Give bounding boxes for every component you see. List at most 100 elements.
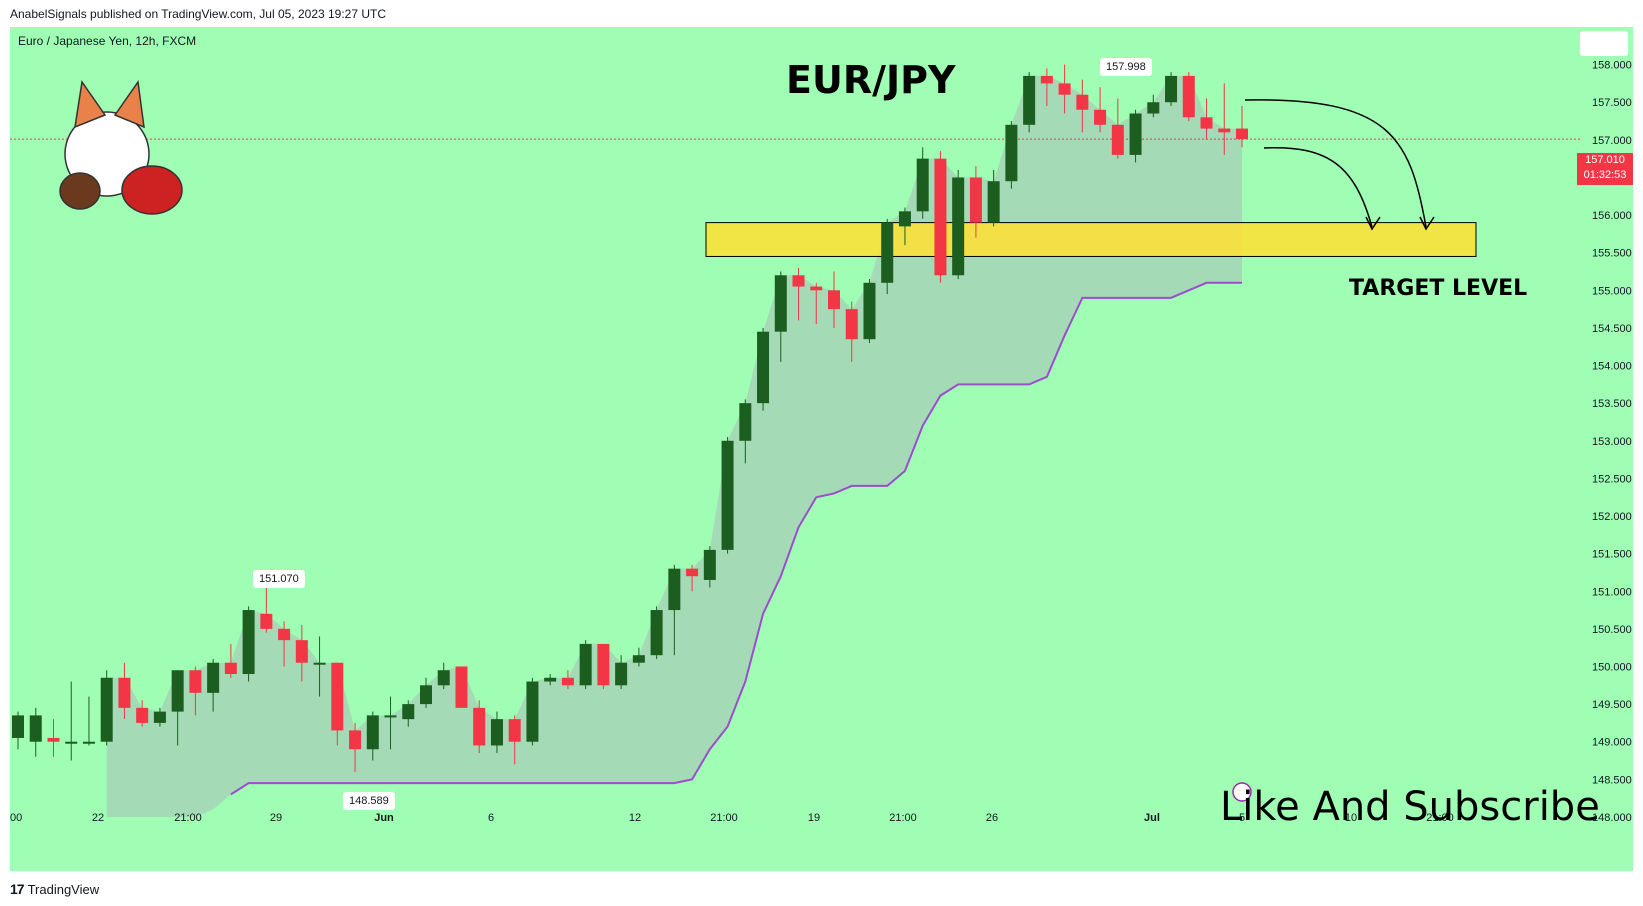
candle-body <box>969 177 982 223</box>
candle-body <box>260 613 273 629</box>
candle-body <box>987 181 1000 223</box>
mascot-pot-icon <box>59 172 101 210</box>
candle-body <box>544 677 557 682</box>
candle-body <box>224 662 237 675</box>
forecast-arrow-1 <box>1244 99 1427 228</box>
event-marker-icon <box>1232 782 1252 802</box>
candle-body <box>295 640 308 663</box>
candle-body <box>934 158 947 276</box>
y-tick-label: 151.500 <box>1592 549 1632 561</box>
y-tick-label: 155.500 <box>1592 248 1632 260</box>
x-tick-label: 26 <box>986 812 998 824</box>
candle-body <box>1129 113 1142 155</box>
mascot-cup-icon <box>121 165 183 215</box>
y-tick-label: 154.500 <box>1592 323 1632 335</box>
candle-body <box>863 282 876 340</box>
candle-body <box>1236 128 1248 140</box>
target-level-label: TARGET LEVEL <box>1349 276 1528 301</box>
candle-body <box>686 568 699 577</box>
high-callout: 157.998 <box>1100 58 1152 76</box>
x-tick-label: 6 <box>488 812 494 824</box>
candle-body <box>331 662 344 731</box>
x-tick-label: 21:00 <box>1426 812 1454 824</box>
current-price-value: 157.010 <box>1585 154 1625 166</box>
arrow-head-1 <box>1419 216 1435 231</box>
tradingview-logo[interactable]: 17 TradingView <box>10 881 99 897</box>
candle-body <box>1076 94 1089 110</box>
low-callout: 148.589 <box>343 792 395 810</box>
candle-body <box>845 309 858 340</box>
y-tick-label: 152.000 <box>1592 511 1632 523</box>
candle-body <box>916 158 929 212</box>
trailing-stop-line <box>230 281 1242 796</box>
y-tick-label: 150.500 <box>1592 624 1632 636</box>
target-zone <box>705 222 1477 257</box>
x-tick-label: Jul <box>1144 812 1160 824</box>
y-tick-label: 153.500 <box>1592 398 1632 410</box>
chart-title: EUR/JPY <box>786 58 956 102</box>
symbol-info: Euro / Japanese Yen, 12h, FXCM <box>18 34 197 48</box>
candle-body <box>615 662 628 686</box>
candle-body <box>881 222 894 283</box>
candle-body <box>739 403 752 441</box>
y-tick-label: 158.000 <box>1592 60 1632 72</box>
candle-body <box>207 662 220 693</box>
candle-body <box>29 715 42 742</box>
x-tick-label: 00 <box>10 812 22 824</box>
candle-body <box>508 719 521 742</box>
candle-body <box>810 286 823 291</box>
y-tick-label: 154.000 <box>1592 361 1632 373</box>
mascot-ear-right <box>113 79 145 129</box>
candle-body <box>952 177 965 276</box>
candle-body <box>1165 75 1178 103</box>
candle-body <box>366 715 379 750</box>
x-tick-label: 29 <box>270 812 282 824</box>
chart-area[interactable]: 148.000 148.500 149.000 149.500 150.000 150.5… <box>10 27 1633 871</box>
forecast-arrow-2 <box>1263 147 1373 228</box>
candle-body <box>278 628 291 641</box>
y-tick-label: 157.500 <box>1592 97 1632 109</box>
candle-body <box>632 655 645 663</box>
y-tick-label: 157.000 <box>1592 135 1632 147</box>
candle-body <box>597 643 610 686</box>
candle-body <box>100 677 113 742</box>
x-tick-label: 21:00 <box>889 812 917 824</box>
x-tick-label: 22 <box>92 812 104 824</box>
candle-body <box>65 741 78 744</box>
trend-cloud <box>106 75 1242 817</box>
y-tick-label: 148.000 <box>1592 812 1632 824</box>
candlestick-chart[interactable]: 148.000 148.500 149.000 149.500 150.000 150.5… <box>10 27 1633 871</box>
candle-body <box>1058 83 1071 95</box>
candle-body <box>703 549 716 580</box>
candle-body <box>313 662 326 665</box>
x-tick-label: 10 <box>1345 812 1357 824</box>
mid-callout: 151.070 <box>253 570 305 588</box>
candle-body <box>1182 75 1195 118</box>
candle-body <box>82 741 95 744</box>
arrow-head-2 <box>1365 216 1381 231</box>
y-tick-label: 155.000 <box>1592 285 1632 297</box>
candle-body <box>1005 124 1018 182</box>
candle-body <box>189 670 202 693</box>
candle-body <box>792 275 805 287</box>
mascot-ear-left <box>74 80 107 129</box>
candle-body <box>1147 102 1160 114</box>
x-tick-label: 12 <box>629 812 641 824</box>
y-tick-label: 149.000 <box>1592 737 1632 749</box>
candle-body <box>650 610 663 656</box>
y-tick-label: 148.500 <box>1592 774 1632 786</box>
candle-body <box>118 677 131 708</box>
tradingview-logo-icon: 17 <box>10 881 25 897</box>
current-price-tag: 157.010 01:32:53 <box>1577 153 1633 185</box>
scale-settings-box[interactable] <box>1580 31 1628 56</box>
x-tick-label: 19 <box>808 812 820 824</box>
y-tick-label: 150.000 <box>1592 661 1632 673</box>
candle-body <box>47 737 60 742</box>
x-tick-label: Jun <box>374 812 394 824</box>
candle-body <box>721 440 734 550</box>
candle-body <box>526 681 539 742</box>
candle-body <box>473 707 486 746</box>
candle-body <box>1040 75 1053 84</box>
candle-body <box>402 704 415 720</box>
candle-body <box>153 711 166 723</box>
